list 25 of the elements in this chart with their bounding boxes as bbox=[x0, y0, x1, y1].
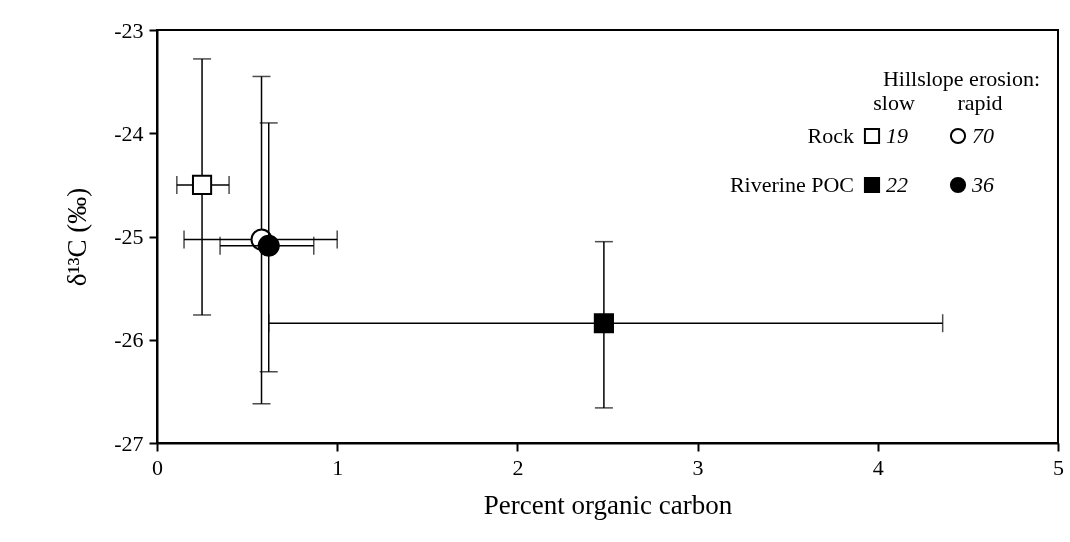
legend-label: 70 bbox=[972, 123, 994, 148]
legend-label: 22 bbox=[886, 172, 908, 197]
x-tick-label: 2 bbox=[512, 454, 524, 480]
x-axis-title: Percent organic carbon bbox=[483, 489, 733, 520]
legend-label: 36 bbox=[971, 172, 994, 197]
legend-label: 19 bbox=[886, 123, 908, 148]
y-axis-title: δ¹³C (‰) bbox=[62, 187, 93, 287]
x-tick-label: 3 bbox=[692, 454, 704, 480]
annotation: rapid bbox=[957, 90, 1003, 115]
y-tick-label: -24 bbox=[114, 120, 144, 146]
annotation: slow bbox=[873, 90, 915, 115]
y-tick-label: -26 bbox=[114, 327, 144, 353]
x-tick-label: 4 bbox=[872, 454, 884, 480]
y-tick-label: -25 bbox=[114, 224, 144, 249]
legend-title: Hillslope erosion: bbox=[882, 66, 1040, 91]
annotation: Rock bbox=[807, 123, 854, 148]
y-tick-label: -23 bbox=[114, 17, 144, 43]
point bbox=[191, 174, 213, 195]
x-tick-label: 5 bbox=[1053, 454, 1064, 480]
x-tick-label: 0 bbox=[152, 454, 163, 480]
annotation: Riverine POC bbox=[729, 172, 854, 197]
y-tick-label: -27 bbox=[114, 430, 144, 456]
x-tick-label: 1 bbox=[332, 454, 344, 480]
point bbox=[257, 234, 280, 257]
point bbox=[593, 313, 614, 334]
